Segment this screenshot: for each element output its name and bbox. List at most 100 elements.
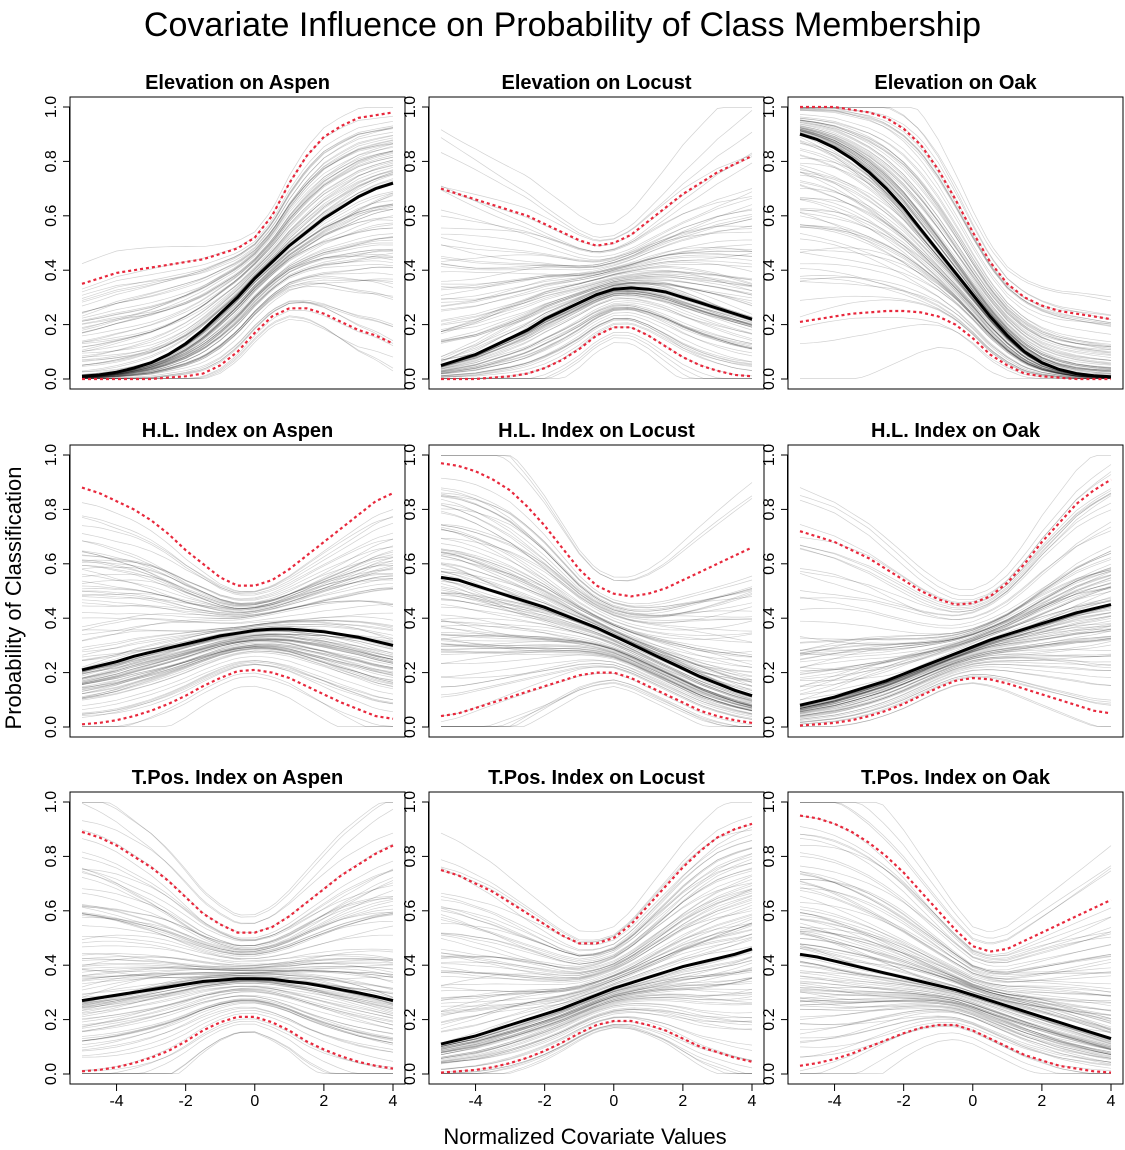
sample-curve: [799, 238, 1112, 379]
sample-curve: [81, 135, 394, 313]
sample-curve: [440, 988, 753, 1053]
sample-curve: [440, 526, 753, 636]
sample-curve: [81, 560, 394, 613]
sample-curve: [799, 993, 1112, 1055]
sample-curve: [81, 115, 394, 290]
sample-curve: [799, 630, 1112, 709]
sample-curve: [81, 642, 394, 692]
sample-curve: [440, 933, 753, 1014]
sample-curve: [81, 623, 394, 662]
sample-curve: [799, 628, 1112, 711]
sample-curve: [440, 862, 753, 957]
y-tick-label: 0.0: [43, 1063, 60, 1085]
sample-curve: [440, 978, 753, 1051]
sample-curve: [81, 904, 394, 952]
lower-interval-line: [440, 1019, 753, 1074]
sample-curve: [81, 950, 394, 972]
sample-curve: [799, 656, 1112, 717]
sample-curve: [81, 982, 394, 1011]
sample-curve: [81, 277, 394, 379]
sample-curve: [799, 616, 1112, 707]
sample-curve: [81, 646, 394, 690]
sample-curve: [799, 129, 1112, 371]
sample-curve: [81, 252, 394, 378]
y-tick-label: 0.0: [402, 1063, 419, 1085]
panel-1: Elevation on Aspen 0.0 0.2 0.4 0.6 0.8 1.0: [43, 72, 406, 390]
sample-curve: [799, 654, 1112, 714]
sample-curve: [440, 267, 753, 332]
sample-curve: [81, 870, 394, 948]
mean-line: [81, 627, 394, 672]
sample-curve: [81, 127, 394, 303]
sample-curve: [799, 930, 1112, 1016]
sample-curve: [81, 912, 394, 957]
sample-curve: [441, 342, 752, 379]
sample-curves: [799, 107, 1112, 379]
sample-curve: [81, 953, 394, 968]
sample-curve: [440, 156, 753, 247]
sample-curve: [440, 673, 753, 726]
sample-curve: [440, 278, 753, 341]
sample-curve: [799, 1022, 1112, 1066]
sample-curve: [81, 999, 394, 1042]
sample-curve: [440, 204, 753, 268]
sample-curve: [81, 838, 394, 942]
sample-curve: [799, 895, 1112, 983]
sample-curve: [440, 487, 753, 607]
panel-title: Elevation on Oak: [874, 72, 1037, 94]
y-tick-label: 0.8: [761, 150, 778, 172]
sample-curve: [440, 256, 753, 312]
sample-curve: [440, 646, 753, 709]
sample-curve: [799, 655, 1112, 717]
sample-curve: [799, 180, 1112, 378]
sample-curve: [81, 934, 394, 961]
sample-curve: [440, 1008, 753, 1064]
sample-curve: [440, 261, 753, 330]
sample-curve: [440, 291, 753, 368]
sample-curve: [81, 867, 394, 950]
sample-curve: [440, 528, 753, 623]
sample-curve: [81, 578, 394, 615]
sample-curve: [440, 625, 753, 707]
sample-curve: [799, 943, 1112, 1029]
sample-curve: [81, 991, 394, 1032]
sample-curve: [440, 897, 753, 981]
sample-curve: [799, 570, 1112, 654]
sample-curve: [440, 659, 753, 716]
sample-curve: [799, 167, 1112, 378]
sample-curve: [440, 154, 753, 242]
sample-curve: [81, 988, 394, 1030]
y-tick-label: 0.2: [761, 1008, 778, 1030]
sample-curve: [440, 1016, 753, 1070]
sample-curve: [440, 937, 753, 1016]
sample-curve: [440, 867, 753, 965]
sample-curve: [440, 959, 753, 1048]
sample-curve: [799, 826, 1112, 956]
sample-curve: [799, 247, 1112, 379]
x-tick-label: -4: [109, 1093, 123, 1110]
sample-curve: [800, 802, 1112, 945]
sample-curve: [799, 1010, 1112, 1058]
sample-curve: [440, 496, 753, 611]
sample-curve: [440, 606, 753, 702]
sample-curve: [81, 143, 394, 325]
sample-curve: [81, 872, 394, 947]
sample-curve: [441, 323, 753, 379]
sample-curve: [799, 109, 1112, 326]
sample-curve: [799, 918, 1112, 1012]
sample-curve: [440, 643, 753, 709]
sample-curve: [81, 630, 394, 673]
sample-curve: [440, 977, 753, 1049]
mean-line: [440, 575, 753, 698]
sample-curve: [440, 928, 753, 1033]
sample-curve: [440, 910, 753, 987]
mean-line: [440, 286, 753, 367]
sample-curve: [81, 209, 393, 378]
sample-curve: [440, 994, 753, 1061]
sample-curve: [440, 298, 753, 371]
sample-curve: [799, 975, 1112, 1043]
sample-curve: [81, 820, 394, 924]
sample-curve: [799, 108, 1112, 325]
sample-curve: [440, 494, 753, 612]
